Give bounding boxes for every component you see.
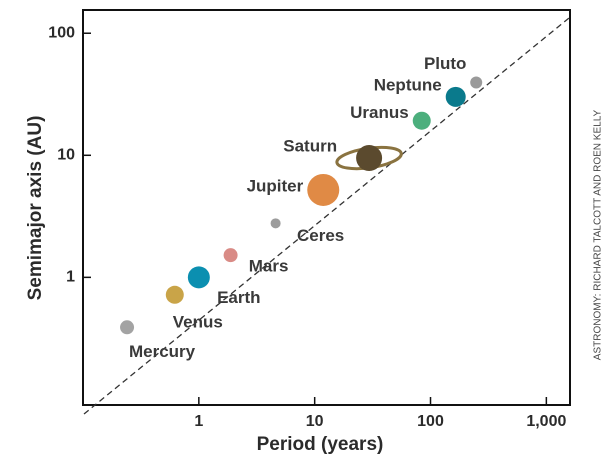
planet-label: Jupiter xyxy=(247,176,304,195)
x-tick-label: 1 xyxy=(194,413,203,430)
planet-label: Ceres xyxy=(297,226,344,245)
trend-line xyxy=(83,17,570,415)
planet xyxy=(445,86,466,107)
planet-label: Neptune xyxy=(374,75,442,94)
credit: ASTRONOMY: RICHARD TALCOTT AND ROEN KELL… xyxy=(593,109,604,360)
planet xyxy=(270,218,281,229)
planet-label: Saturn xyxy=(283,136,337,155)
x-tick-label: 10 xyxy=(306,413,324,430)
planet xyxy=(470,76,483,89)
y-tick-label: 10 xyxy=(57,147,75,164)
plot-frame xyxy=(82,9,571,406)
planet-label: Mercury xyxy=(129,342,196,361)
planet-label: Venus xyxy=(173,312,223,331)
y-axis-title: Semimajor axis (AU) xyxy=(25,116,46,301)
planet xyxy=(120,320,135,335)
planet-label: Pluto xyxy=(424,54,467,73)
planet xyxy=(223,248,238,263)
planet xyxy=(307,173,340,206)
planet xyxy=(187,266,210,289)
planet-label: Earth xyxy=(217,288,260,307)
x-axis-title: Period (years) xyxy=(257,434,384,455)
planet-label: Mars xyxy=(249,257,289,276)
planet xyxy=(412,111,431,130)
planet xyxy=(165,285,184,304)
planet-label: Uranus xyxy=(350,103,409,122)
planet xyxy=(356,145,383,172)
x-tick-label: 1,000 xyxy=(526,413,566,430)
y-tick-label: 100 xyxy=(48,24,75,41)
x-tick-label: 100 xyxy=(417,413,444,430)
y-tick-label: 1 xyxy=(66,269,75,286)
